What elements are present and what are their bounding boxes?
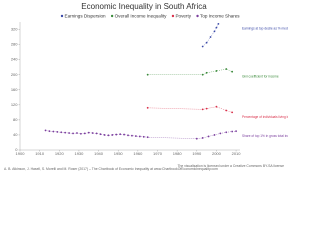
data-point — [103, 134, 106, 136]
legend-label: Earnings Dispersion — [65, 14, 107, 19]
series-note: Percentage of individuals living in hous… — [242, 115, 288, 119]
y-tick-label: 160 — [11, 87, 18, 92]
data-point — [79, 132, 82, 135]
data-point — [146, 106, 149, 109]
data-point — [72, 132, 74, 135]
legend-marker — [196, 14, 199, 18]
x-tick-label: 1990 — [192, 151, 202, 156]
x-tick-label: 1910 — [35, 151, 45, 156]
data-point — [142, 135, 145, 138]
data-point — [52, 130, 55, 133]
chart: Economic Inequality in South Africa Earn… — [4, 2, 288, 171]
data-point — [115, 133, 118, 136]
series-note: Share of top 1% in gross total income — [242, 134, 288, 138]
x-tick-label: 2000 — [212, 151, 222, 156]
x-tick-label: 1930 — [74, 151, 84, 156]
data-point — [56, 131, 59, 133]
data-point — [131, 134, 133, 137]
data-point — [235, 130, 237, 133]
data-point — [225, 68, 228, 70]
data-point — [195, 137, 198, 140]
legend-label: Top Income Shares — [200, 14, 240, 19]
data-point — [91, 132, 94, 134]
data-point — [146, 73, 149, 76]
data-point — [107, 134, 110, 137]
source: A. B. Atkinson, J. Hasell, S. Morelli an… — [4, 167, 218, 171]
legend-marker — [60, 14, 64, 18]
data-point — [87, 131, 90, 134]
x-tick-label: 1920 — [55, 151, 65, 156]
data-point — [231, 111, 234, 114]
data-point — [215, 105, 218, 108]
data-point — [48, 130, 51, 133]
data-point — [219, 132, 222, 135]
data-point — [215, 26, 218, 29]
y-tick-label: 40 — [13, 132, 18, 137]
data-point — [60, 131, 63, 134]
x-tick-label: 1980 — [173, 151, 183, 156]
x-tick-label: 1950 — [114, 151, 124, 156]
legend-label: Poverty — [175, 14, 191, 19]
x-tick-label: 2010 — [232, 151, 242, 156]
x-tick-label: 1960 — [133, 151, 143, 156]
series-note: Gini coefficient for income — [242, 75, 279, 79]
data-point — [64, 131, 67, 134]
x-tick-label: 1940 — [94, 151, 104, 156]
data-point — [213, 30, 216, 33]
series-line — [45, 130, 237, 139]
legend: Earnings Dispersion Overall Income Inequa… — [60, 14, 240, 19]
data-point — [201, 45, 204, 48]
x-tick-label: 1900 — [16, 151, 26, 156]
data-point — [207, 135, 210, 138]
data-point — [217, 22, 220, 25]
data-point — [225, 109, 228, 112]
y-tick-label: 80 — [13, 117, 18, 122]
data-point — [201, 73, 204, 76]
data-point — [111, 134, 114, 136]
data-point — [213, 134, 216, 136]
data-point — [138, 135, 141, 138]
data-point — [76, 132, 78, 134]
y-tick-label: 200 — [11, 72, 18, 77]
data-point — [146, 136, 149, 139]
data-point — [225, 131, 228, 134]
data-point — [215, 70, 218, 72]
data-point — [99, 133, 102, 136]
y-tick-label: 280 — [11, 42, 18, 47]
data-point — [231, 70, 234, 73]
data-point — [95, 132, 98, 135]
data-point — [231, 130, 234, 133]
data-point — [44, 129, 47, 132]
data-point — [205, 71, 208, 74]
y-tick-label: 120 — [11, 102, 18, 107]
data-point — [205, 41, 208, 44]
data-point — [127, 134, 129, 137]
data-point — [205, 107, 208, 110]
legend-label: Overall Income Inequality — [115, 14, 168, 19]
series-line — [147, 68, 233, 75]
data-point — [209, 36, 212, 38]
data-point — [68, 132, 71, 134]
y-tick-label: 0 — [15, 147, 18, 152]
data-point — [134, 135, 137, 137]
legend-marker — [110, 14, 114, 18]
legend-marker — [171, 14, 175, 18]
data-point — [201, 108, 204, 111]
x-tick-label: 1970 — [153, 151, 163, 156]
y-tick-label: 320 — [11, 27, 18, 32]
y-tick-label: 240 — [11, 57, 18, 62]
data-point — [83, 132, 86, 135]
data-point — [119, 133, 122, 136]
series-note: Earnings at top decile as % median — [242, 27, 288, 31]
series-line — [147, 106, 233, 113]
chart-title: Economic Inequality in South Africa — [81, 2, 207, 11]
data-point — [123, 133, 126, 136]
data-point — [201, 137, 204, 139]
license: The visualisation is licensed under a Cr… — [177, 164, 284, 168]
